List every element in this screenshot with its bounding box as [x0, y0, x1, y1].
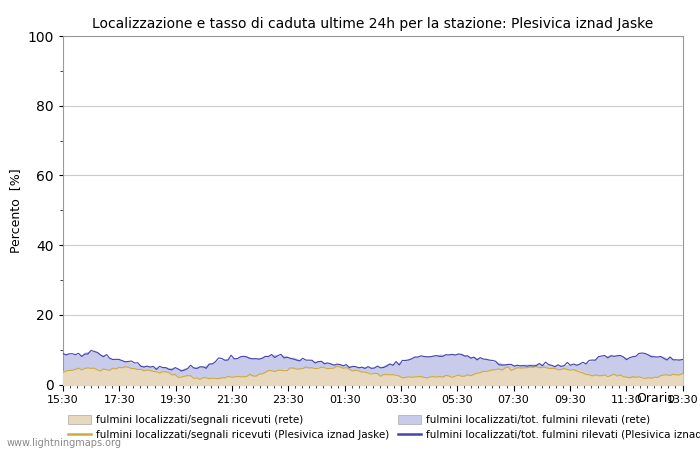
Text: Orario: Orario	[636, 392, 676, 405]
Text: www.lightningmaps.org: www.lightningmaps.org	[7, 438, 122, 448]
Y-axis label: Percento  [%]: Percento [%]	[9, 168, 22, 253]
Legend: fulmini localizzati/segnali ricevuti (rete), fulmini localizzati/segnali ricevut: fulmini localizzati/segnali ricevuti (re…	[68, 414, 700, 440]
Title: Localizzazione e tasso di caduta ultime 24h per la stazione: Plesivica iznad Jas: Localizzazione e tasso di caduta ultime …	[92, 17, 653, 31]
